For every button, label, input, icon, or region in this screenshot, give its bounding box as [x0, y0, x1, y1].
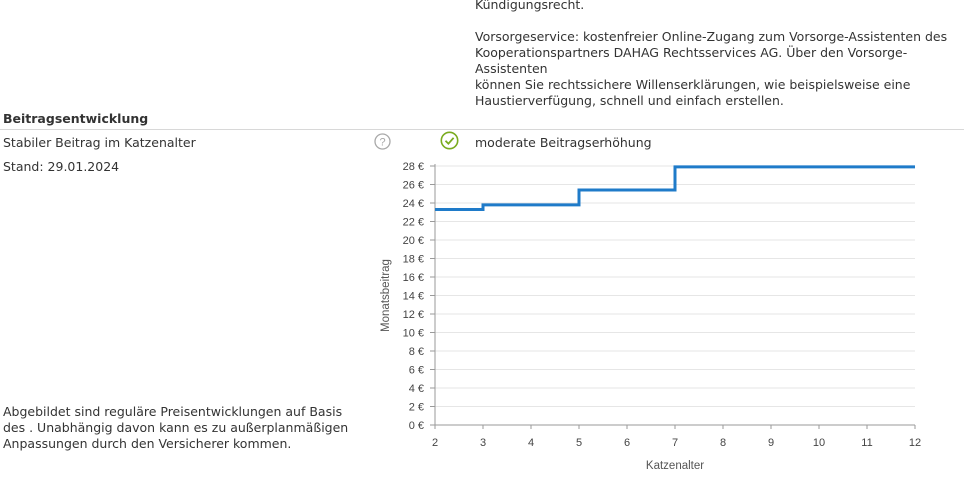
x-tick-label: 3: [480, 437, 486, 449]
x-tick-label: 6: [624, 437, 630, 449]
y-axis-title: Monatsbeitrag: [380, 259, 392, 332]
x-tick-label: 11: [861, 437, 872, 449]
y-tick-label: 26 €: [403, 180, 424, 192]
y-tick-label: 8 €: [409, 346, 424, 358]
y-tick-label: 0 €: [409, 420, 424, 432]
y-tick-label: 4 €: [409, 383, 424, 395]
section-title: Beitragsentwicklung: [3, 111, 149, 126]
y-tick-label: 10 €: [403, 328, 424, 340]
footnote-text: Abgebildet sind reguläre Preisentwicklun…: [3, 404, 349, 451]
y-tick-label: 14 €: [403, 291, 424, 303]
x-tick-label: 12: [909, 437, 921, 449]
y-tick-label: 22 €: [403, 217, 424, 229]
check-circle-icon: [440, 131, 459, 150]
premium-step-line: [435, 165, 915, 211]
y-tick-label: 16 €: [403, 272, 424, 284]
x-tick-label: 10: [813, 437, 825, 449]
y-tick-label: 28 €: [403, 161, 424, 173]
row-label: Stabiler Beitrag im Katzenalter: [3, 135, 196, 150]
row-value: moderate Beitragserhöhung: [475, 135, 652, 150]
y-tick-label: 24 €: [403, 198, 424, 210]
x-tick-label: 7: [672, 437, 678, 449]
x-tick-label: 5: [576, 437, 582, 449]
cancellation-text: Kündigungsrecht.: [475, 0, 585, 12]
y-tick-label: 12 €: [403, 309, 424, 321]
y-tick-label: 6 €: [409, 365, 424, 377]
y-tick-label: 18 €: [403, 254, 424, 266]
x-tick-label: 2: [432, 437, 438, 449]
vorsorge-service-text: Vorsorgeservice: kostenfreier Online-Zug…: [475, 29, 948, 108]
x-tick-label: 9: [768, 437, 774, 449]
y-tick-label: 20 €: [403, 235, 424, 247]
question-circle-icon[interactable]: ?: [374, 133, 391, 150]
section-divider: [0, 129, 964, 130]
stand-date: Stand: 29.01.2024: [3, 159, 120, 174]
x-axis-title: Katzenalter: [646, 460, 704, 472]
y-tick-label: 2 €: [409, 402, 424, 414]
svg-text:?: ?: [379, 137, 385, 149]
x-tick-label: 8: [720, 437, 726, 449]
x-tick-label: 4: [528, 437, 534, 449]
premium-chart: 0 € 2 € 4 € 6 € 8 € 10 € 12 € 14 € 16 € 18 € 20 € 2…: [380, 161, 921, 472]
